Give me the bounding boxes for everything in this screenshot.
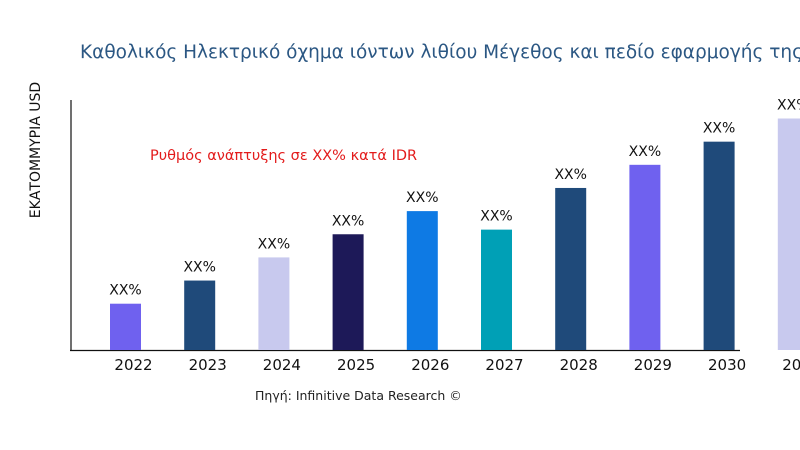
x-tick-2022: 2022: [114, 356, 152, 374]
data-label-2027: XX%: [480, 209, 512, 225]
bar-2022: [110, 303, 141, 350]
x-tick-2029: 2029: [634, 356, 672, 374]
data-label-2029: XX%: [629, 144, 661, 160]
x-tick-2031: 2031: [782, 356, 800, 374]
data-label-2024: XX%: [258, 236, 290, 252]
data-label-2023: XX%: [183, 260, 215, 276]
x-tick-2024: 2024: [263, 356, 301, 374]
bar-2031: [777, 118, 800, 350]
data-label-2022: XX%: [109, 283, 141, 299]
bar-2030: [703, 141, 735, 350]
bar-2028: [555, 187, 587, 350]
data-label-2031: XX%: [777, 98, 800, 114]
x-tick-2027: 2027: [485, 356, 523, 374]
bar-2026: [406, 211, 438, 350]
chart-title: Καθολικός Ηλεκτρικό όχημα ιόντων λιθίου …: [80, 42, 800, 63]
growth-rate-annotation: Ρυθμός ανάπτυξης σε XX% κατά IDR: [150, 148, 417, 164]
bar-2024: [258, 257, 290, 350]
bar-2029: [629, 164, 661, 350]
x-tick-2025: 2025: [337, 356, 375, 374]
y-axis-label: ΕΚΑΤΟΜΜΥΡΙΑ USD: [28, 82, 44, 218]
bar-2027: [481, 229, 512, 350]
data-label-2030: XX%: [703, 121, 735, 137]
x-tick-2026: 2026: [411, 356, 449, 374]
data-label-2026: XX%: [406, 190, 438, 206]
bar-2023: [184, 280, 216, 350]
data-label-2028: XX%: [554, 167, 586, 183]
x-tick-2028: 2028: [560, 356, 598, 374]
source-note: Πηγή: Infinitive Data Research ©: [255, 388, 462, 403]
x-tick-2023: 2023: [189, 356, 227, 374]
data-label-2025: XX%: [332, 213, 364, 229]
x-tick-2030: 2030: [708, 356, 746, 374]
bar-2025: [332, 234, 364, 350]
